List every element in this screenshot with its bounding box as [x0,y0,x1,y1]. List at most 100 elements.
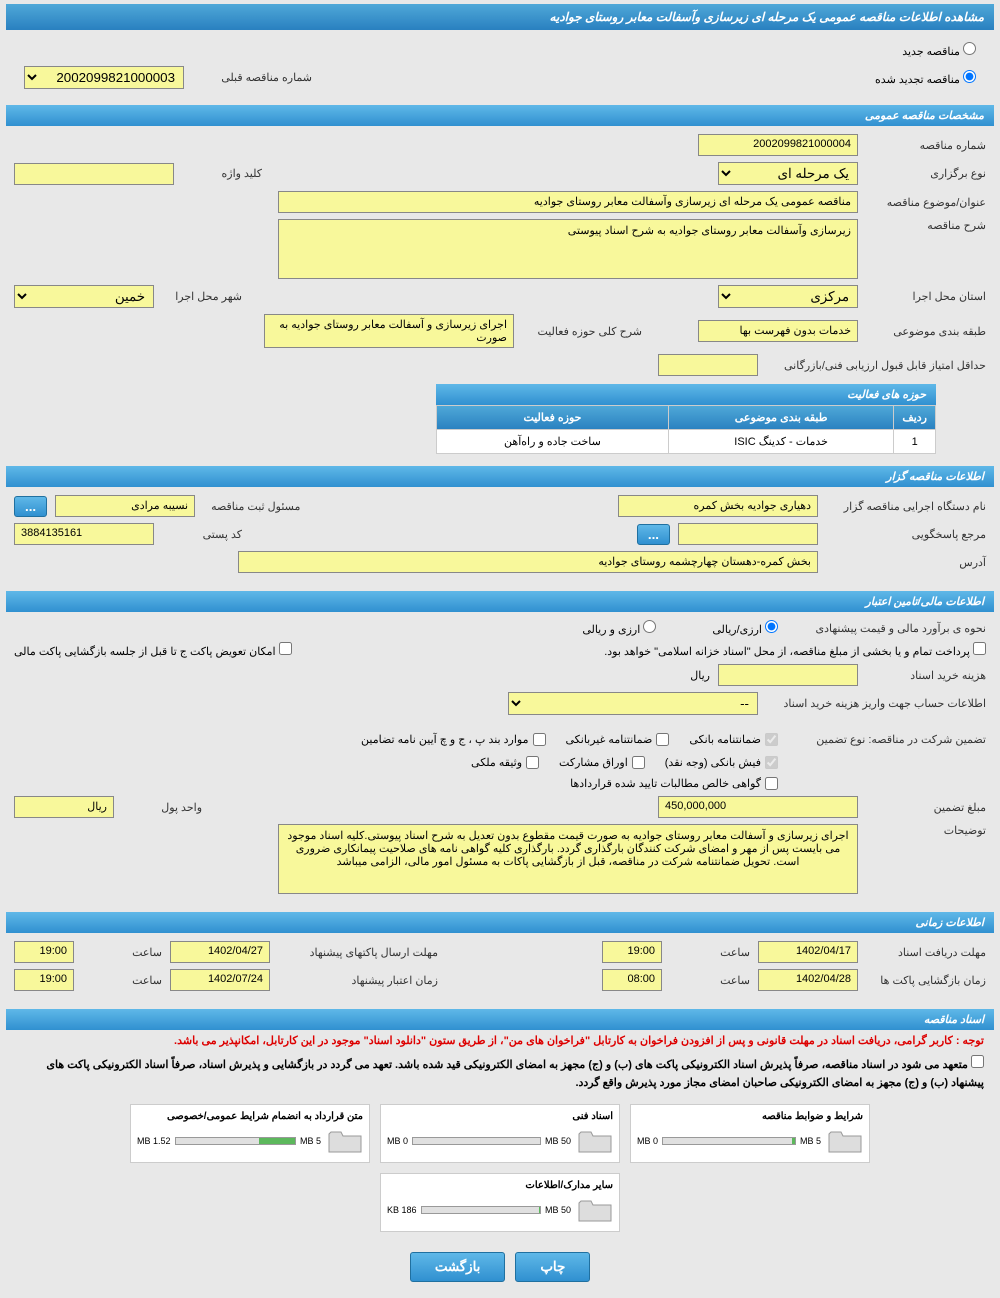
subject-value: مناقصه عمومی یک مرحله ای زیرسازی وآسفالت… [278,191,858,213]
subject-label: عنوان/موضوع مناقصه [866,196,986,209]
chk-nonbank[interactable]: ضمانتنامه غیربانکی [566,733,670,746]
page-title: مشاهده اطلاعات مناقصه عمومی یک مرحله ای … [6,4,994,30]
folder-icon [577,1195,613,1225]
cell-cat: خدمات - کدینگ ISIC [668,430,893,454]
postal-label: کد پستی [162,528,242,541]
radio-renewed-label: مناقصه تجدید شده [875,74,960,86]
section-documents: اسناد مناقصه [6,1009,994,1030]
chk-treasury[interactable]: پرداخت تمام و یا بخشی از مبلغ مناقصه، از… [604,642,986,658]
open-label: زمان بازگشایی پاکت ها [866,974,986,987]
table-row: 1 خدمات - کدینگ ISIC ساخت جاده و راه‌آهن [437,430,936,454]
file-total: 5 MB [800,1136,821,1146]
scope-value: اجرای زیرسازی و آسفالت معابر روستای جواد… [264,314,514,348]
send-date: 1402/04/27 [170,941,270,963]
validity-label: زمان اعتبار پیشنهاد [278,974,438,987]
category-value: خدمات بدون فهرست بها [698,320,858,342]
send-time: 19:00 [14,941,74,963]
folder-icon [577,1126,613,1156]
open-time-label: ساعت [670,974,750,987]
section-organizer: اطلاعات مناقصه گزار [6,466,994,487]
radio-new-label: مناقصه جدید [902,46,960,58]
validity-time-label: ساعت [82,974,162,987]
file-title: متن قرارداد به انضمام شرایط عمومی/خصوصی [137,1111,363,1122]
city-label: شهر محل اجرا [162,290,242,303]
account-label: اطلاعات حساب جهت واریز هزینه خرید اسناد [766,697,986,710]
send-time-label: ساعت [82,946,162,959]
validity-date: 1402/07/24 [170,969,270,991]
col-row: ردیف [894,406,936,430]
chk-bonds[interactable]: اوراق مشارکت [559,756,645,769]
cost-input[interactable] [718,664,858,686]
file-card-technical[interactable]: اسناد فنی 50 MB 0 MB [380,1104,620,1163]
guarantee-label: تضمین شرکت در مناقصه: نوع تضمین [786,733,986,746]
file-used: 186 KB [387,1205,417,1215]
prev-tender-select[interactable]: 2002099821000003 [24,66,184,89]
col-cat: طبقه بندی موضوعی [668,406,893,430]
send-label: مهلت ارسال پاکتهای پیشنهاد [278,946,438,959]
section-timing: اطلاعات زمانی [6,912,994,933]
chk-clauses[interactable]: موارد بند پ ، ج و چ آیین نامه تضامین [361,733,545,746]
radio-new[interactable]: مناقصه جدید [902,42,976,58]
resp-label: مسئول ثبت مناقصه [203,500,300,513]
prev-tender-label: شماره مناقصه قبلی [192,71,312,84]
notes-value[interactable]: اجرای زیرسازی و آسفالت معابر روستای جواد… [278,824,858,894]
receive-time-label: ساعت [670,946,750,959]
activity-table-title: حوزه های فعالیت [436,384,936,405]
tender-no-label: شماره مناقصه [866,139,986,152]
account-select[interactable]: -- [508,692,758,715]
resp-browse-button[interactable]: ... [14,496,47,517]
estimate-label: نحوه ی برآورد مالی و قیمت پیشنهادی [786,622,986,635]
radio-renewed[interactable]: مناقصه تجدید شده [875,70,976,86]
file-title: سایر مدارک/اطلاعات [387,1180,613,1191]
file-card-conditions[interactable]: شرایط و ضوابط مناقصه 5 MB 0 MB [630,1104,870,1163]
city-select[interactable]: خمین [14,285,154,308]
tender-no-value: 2002099821000004 [698,134,858,156]
cost-unit: ریال [690,669,710,682]
validity-time: 19:00 [14,969,74,991]
chk-replace[interactable]: امکان تعویض پاکت ج تا قبل از جلسه بازگشا… [14,642,292,658]
section-general: مشخصات مناقصه عمومی [6,105,994,126]
province-select[interactable]: مرکزی [718,285,858,308]
radio-currency[interactable]: ارزی/ریالی [712,620,778,636]
address-value: بخش کمره-دهستان چهارچشمه روستای جوادیه [238,551,818,573]
file-card-other[interactable]: سایر مدارک/اطلاعات 50 MB 186 KB [380,1173,620,1232]
back-button[interactable]: بازگشت [410,1252,506,1282]
ref-input[interactable] [678,523,818,545]
chk-cert[interactable]: گواهی خالص مطالبات تایید شده قراردادها [570,777,778,790]
folder-icon [327,1126,363,1156]
radio-rial[interactable]: ارزی و ریالی [582,620,656,636]
scope-label: شرح کلی حوزه فعالیت [522,325,642,338]
resp-value: نسیبه مرادی [55,495,195,517]
section-financial: اطلاعات مالی/تامین اعتبار [6,591,994,612]
receive-label: مهلت دریافت اسناد [866,946,986,959]
province-label: استان محل اجرا [866,290,986,303]
chk-property[interactable]: وثیقه ملکی [471,756,539,769]
file-card-contract[interactable]: متن قرارداد به انضمام شرایط عمومی/خصوصی … [130,1104,370,1163]
address-label: آدرس [826,556,986,569]
cell-scope: ساخت جاده و راه‌آهن [437,430,669,454]
chk-bank[interactable]: ضمانتنامه بانکی [689,733,778,746]
desc-value[interactable]: زیرسازی وآسفالت معابر روستای جوادیه به ش… [278,219,858,279]
note-red: توجه : کاربر گرامی، دریافت اسناد در مهلت… [6,1030,994,1051]
min-score-input[interactable] [658,354,758,376]
receive-date: 1402/04/17 [758,941,858,963]
file-used: 1.52 MB [137,1136,171,1146]
type-select[interactable]: یک مرحله ای [718,162,858,185]
chk-cash[interactable]: فیش بانکی (وجه نقد) [665,756,778,769]
org-name: دهیاری جوادیه بخش کمره [618,495,818,517]
cell-idx: 1 [894,430,936,454]
min-score-label: حداقل امتیاز قابل قبول ارزیابی فنی/بازرگ… [766,359,986,372]
type-label: نوع برگزاری [866,167,986,180]
amount-label: مبلغ تضمین [866,801,986,814]
folder-icon [827,1126,863,1156]
ref-browse-button[interactable]: ... [637,524,670,545]
file-title: شرایط و ضوابط مناقصه [637,1111,863,1122]
keyword-input[interactable] [14,163,174,185]
postal-value: 3884135161 [14,523,154,545]
ref-label: مرجع پاسخگویی [826,528,986,541]
chk-commitment[interactable] [971,1055,984,1068]
print-button[interactable]: چاپ [515,1252,590,1282]
org-name-label: نام دستگاه اجرایی مناقصه گزار [826,500,986,513]
cost-label: هزینه خرید اسناد [866,669,986,682]
col-scope: حوزه فعالیت [437,406,669,430]
